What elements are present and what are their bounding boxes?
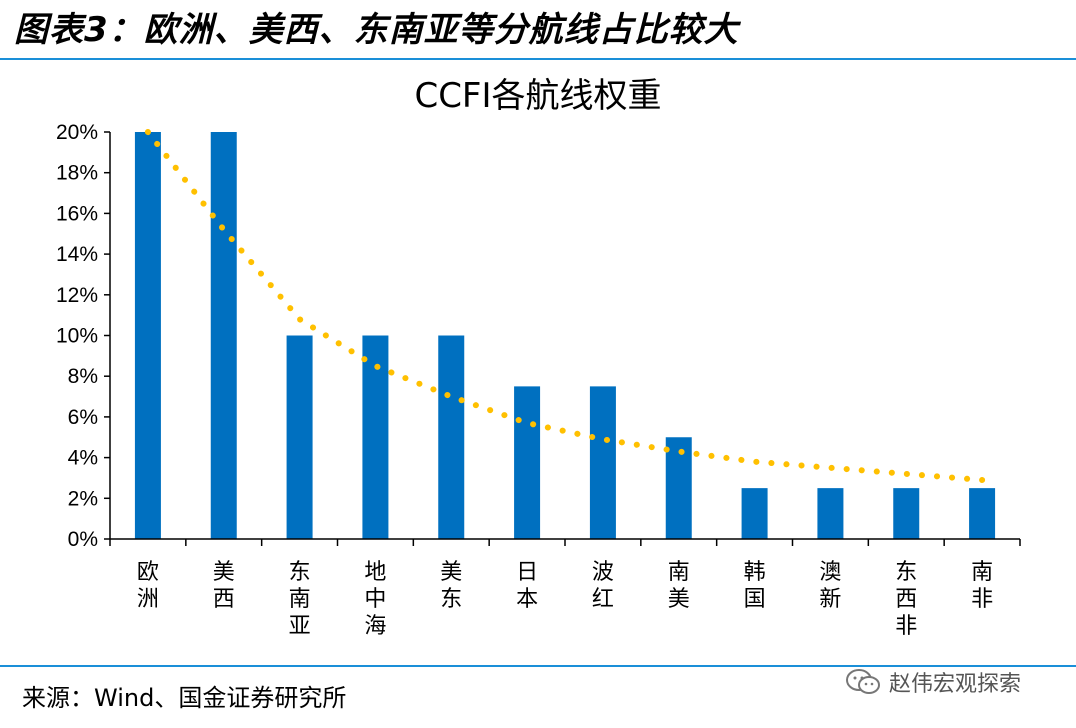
x-category-label: 韩国 — [744, 560, 766, 612]
source-note: 来源：Wind、国金证券研究所 — [22, 684, 347, 712]
bottom-divider — [0, 665, 1076, 667]
y-tick-label: 6% — [68, 406, 98, 429]
x-category-label: 日本 — [516, 560, 538, 612]
bar-6 — [589, 386, 616, 539]
y-tick-label: 8% — [68, 365, 98, 388]
x-category-label: 南美 — [668, 560, 690, 612]
bar-10 — [893, 488, 920, 539]
x-category-label: 地中海 — [364, 560, 386, 639]
bar-2 — [286, 335, 313, 539]
bar-4 — [438, 335, 465, 539]
trendline — [144, 129, 986, 483]
bar-11 — [969, 488, 996, 539]
y-tick-label: 14% — [56, 243, 98, 266]
y-axis: 0% 2% 4% 6% 8% 10% 12% 14% 16% 18% 20% — [56, 121, 111, 551]
y-tick-label: 20% — [56, 121, 98, 144]
y-tick-label: 4% — [68, 447, 98, 470]
wechat-icon — [846, 669, 880, 694]
x-category-label: 东南亚 — [289, 560, 311, 639]
y-tick-label: 0% — [68, 528, 98, 551]
y-tick-label: 12% — [56, 284, 98, 307]
bar-8 — [741, 488, 768, 539]
x-category-label: 澳新 — [819, 560, 841, 612]
watermark: 赵伟宏观探索 — [845, 666, 1021, 698]
x-axis: 欧洲 美西 东南亚 地中海 美东 日本 波红 南美 韩国 澳新 东西非 南非 — [109, 538, 1021, 639]
y-tick-label: 2% — [68, 487, 98, 510]
bar-5 — [514, 386, 541, 539]
bars — [134, 132, 996, 539]
y-tick-label: 18% — [56, 162, 98, 185]
bar-3 — [362, 335, 389, 539]
x-category-label: 南非 — [971, 560, 993, 612]
y-tick-label: 10% — [56, 325, 98, 348]
bar-0 — [134, 132, 161, 539]
figure-title: 图表3：欧洲、美西、东南亚等分航线占比较大 — [14, 10, 739, 50]
x-category-label: 美东 — [440, 560, 462, 612]
y-tick-label: 16% — [56, 202, 98, 225]
chart-title: CCFI各航线权重 — [414, 76, 662, 116]
bar-7 — [665, 437, 692, 539]
trendline-path — [144, 129, 986, 483]
top-divider — [0, 58, 1076, 60]
x-category-label: 东西非 — [895, 560, 917, 639]
bar-1 — [210, 132, 237, 539]
x-category-label: 波红 — [592, 560, 614, 612]
watermark-text: 赵伟宏观探索 — [889, 672, 1022, 697]
x-category-label: 欧洲 — [137, 560, 159, 612]
x-category-label: 美西 — [213, 560, 235, 612]
bar-chart: 0% 2% 4% 6% 8% 10% 12% 14% 16% 18% 20% 欧洲 美西 东南亚 地中海 美… — [56, 121, 1021, 639]
bar-9 — [817, 488, 844, 539]
